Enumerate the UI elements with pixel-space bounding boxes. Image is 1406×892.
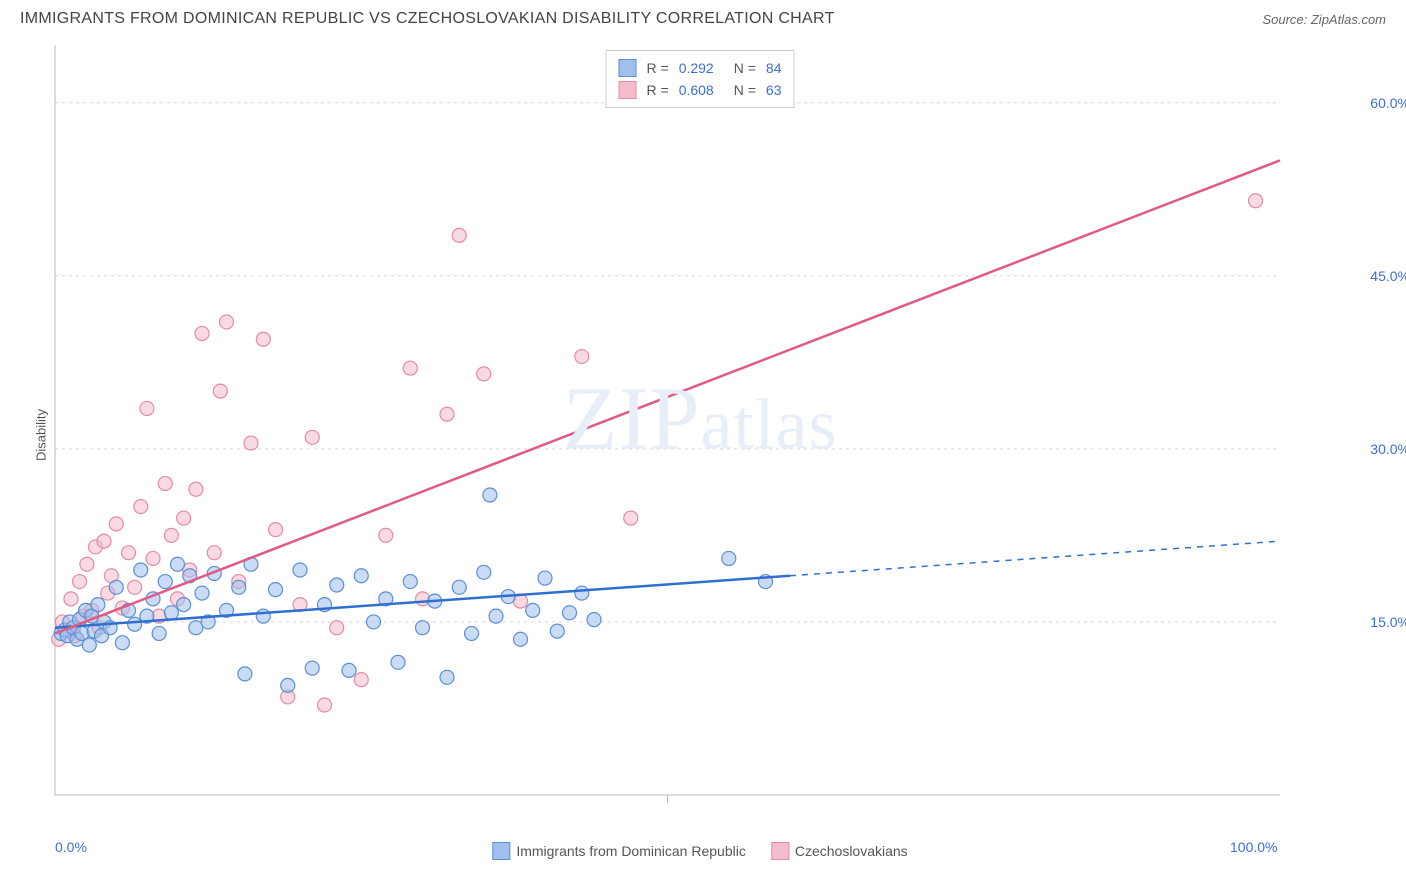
legend-swatch-2: [619, 81, 637, 99]
legend-n-value-1: 84: [766, 60, 782, 76]
legend-bottom: Immigrants from Dominican Republic Czech…: [492, 842, 907, 860]
legend-r-value-2: 0.608: [679, 82, 714, 98]
chart-title: IMMIGRANTS FROM DOMINICAN REPUBLIC VS CZ…: [20, 10, 835, 28]
legend-n-label-2: N =: [734, 82, 756, 98]
legend-bottom-swatch-2: [771, 842, 789, 860]
y-tick-label: 45.0%: [1370, 268, 1406, 284]
source-label: Source: ZipAtlas.com: [1262, 12, 1386, 27]
legend-bottom-label-2: Czechoslovakians: [795, 843, 908, 859]
legend-row-series1: R = 0.292 N = 84: [619, 57, 782, 79]
y-tick-label: 15.0%: [1370, 614, 1406, 630]
legend-swatch-1: [619, 59, 637, 77]
y-tick-label: 60.0%: [1370, 95, 1406, 111]
x-tick-label: 0.0%: [55, 839, 87, 855]
legend-r-label-2: R =: [647, 82, 669, 98]
legend-r-label-1: R =: [647, 60, 669, 76]
legend-n-value-2: 63: [766, 82, 782, 98]
scatter-plot: [50, 40, 1350, 830]
chart-container: Disability ZIPatlas R = 0.292 N = 84 R =…: [50, 40, 1350, 830]
legend-row-series2: R = 0.608 N = 63: [619, 79, 782, 101]
legend-n-label-1: N =: [734, 60, 756, 76]
legend-bottom-item-1: Immigrants from Dominican Republic: [492, 842, 746, 860]
legend-top: R = 0.292 N = 84 R = 0.608 N = 63: [606, 50, 795, 108]
x-tick-label: 100.0%: [1230, 839, 1277, 855]
legend-bottom-swatch-1: [492, 842, 510, 860]
legend-bottom-item-2: Czechoslovakians: [771, 842, 908, 860]
y-tick-label: 30.0%: [1370, 441, 1406, 457]
legend-r-value-1: 0.292: [679, 60, 714, 76]
legend-bottom-label-1: Immigrants from Dominican Republic: [516, 843, 746, 859]
y-axis-label: Disability: [34, 409, 49, 461]
